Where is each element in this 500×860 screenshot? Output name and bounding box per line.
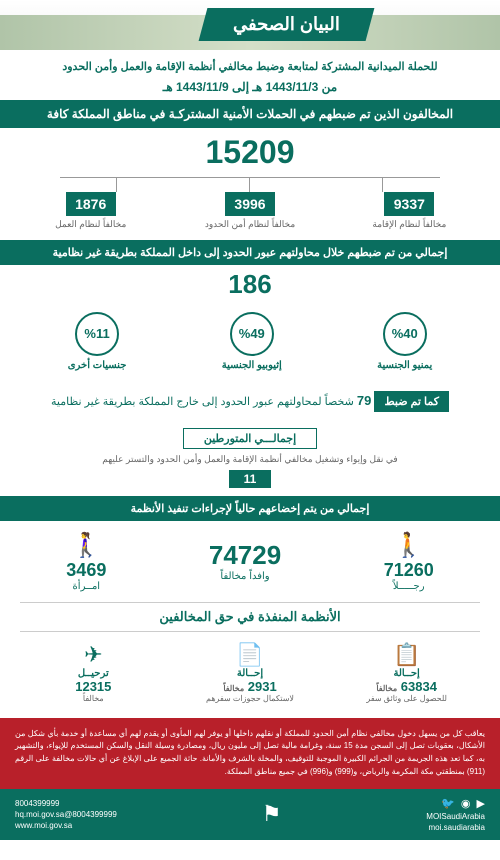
press-release-title: البيان الصحفي — [199, 8, 375, 41]
breakdown-residence: 9337 مخالفاً لنظام الإقامة — [334, 192, 485, 230]
twitter-icon: 🐦 — [441, 797, 455, 810]
actions-title: الأنظمة المنفذة في حق المخالفين — [20, 602, 480, 632]
pct-other: %11 جنسيات أخرى — [68, 312, 127, 371]
action-booking: 📄 إحــالة 2931 مخالفاً لاستكمال حجوزات س… — [172, 642, 329, 703]
breakdown-labor: 1876 مخالفاً لنظام العمل — [15, 192, 166, 230]
procedures-header: إجمالي من يتم إخضاعهم حالياً لإجراءات تن… — [0, 496, 500, 521]
action-deport: ✈ ترحيــل 12315 مخالفاً — [15, 642, 172, 703]
involved-desc: في نقل وإيواء وتشغيل مخالفي أنظمة الإقام… — [40, 454, 460, 465]
footer: ▶ ◉ 🐦 MOISaudiArabia moi.saudiarabia ⚑ 8… — [0, 789, 500, 840]
pct-ethiopian: %49 إثيوبيو الجنسية — [222, 312, 282, 371]
involved-num: 11 — [229, 470, 272, 488]
social-icons: ▶ ◉ 🐦 — [426, 797, 485, 810]
youtube-icon: ▶ — [477, 797, 485, 810]
crossing-in-header: إجمالي من تم ضبطهم خلال محاولتهم عبور ال… — [0, 240, 500, 265]
breakdown-border: 3996 مخالفاً لنظام أمن الحدود — [174, 192, 325, 230]
crossing-in-total: 186 — [0, 265, 500, 304]
total-violators-header: المخالفون الذين تم ضبطهم في الحملات الأم… — [0, 100, 500, 128]
instagram-icon: ◉ — [461, 797, 471, 810]
logo-icon: ⚑ — [262, 801, 282, 827]
proc-women: 🚶‍♀️ 3469 امــرأة — [66, 531, 106, 592]
crossing-out-stat: كما تم ضبط 79 شخصاً لمحاولتهم عبور الحدو… — [0, 383, 500, 420]
action-docs: 📋 إحــالة 63834 مخالفاً للحصول على وثائق… — [328, 642, 485, 703]
pct-yemeni: %40 يمنيو الجنسية — [377, 312, 432, 371]
proc-total: 74729 وافداً مخالفاً — [209, 540, 281, 582]
total-violators-number: 15209 — [0, 128, 500, 177]
proc-men: 🚶 71260 رجـــــلاً — [384, 531, 434, 592]
involved-title: إجمالـــي المتورطين — [183, 428, 317, 449]
subtitle: للحملة الميدانية المشتركة لمتابعة وضبط م… — [0, 49, 500, 80]
date-range: من 1443/11/3 هـ إلى 1443/11/9 هـ — [0, 80, 500, 100]
warning-text: يعاقب كل من يسهل دخول مخالفي نظام أمن ال… — [0, 718, 500, 789]
